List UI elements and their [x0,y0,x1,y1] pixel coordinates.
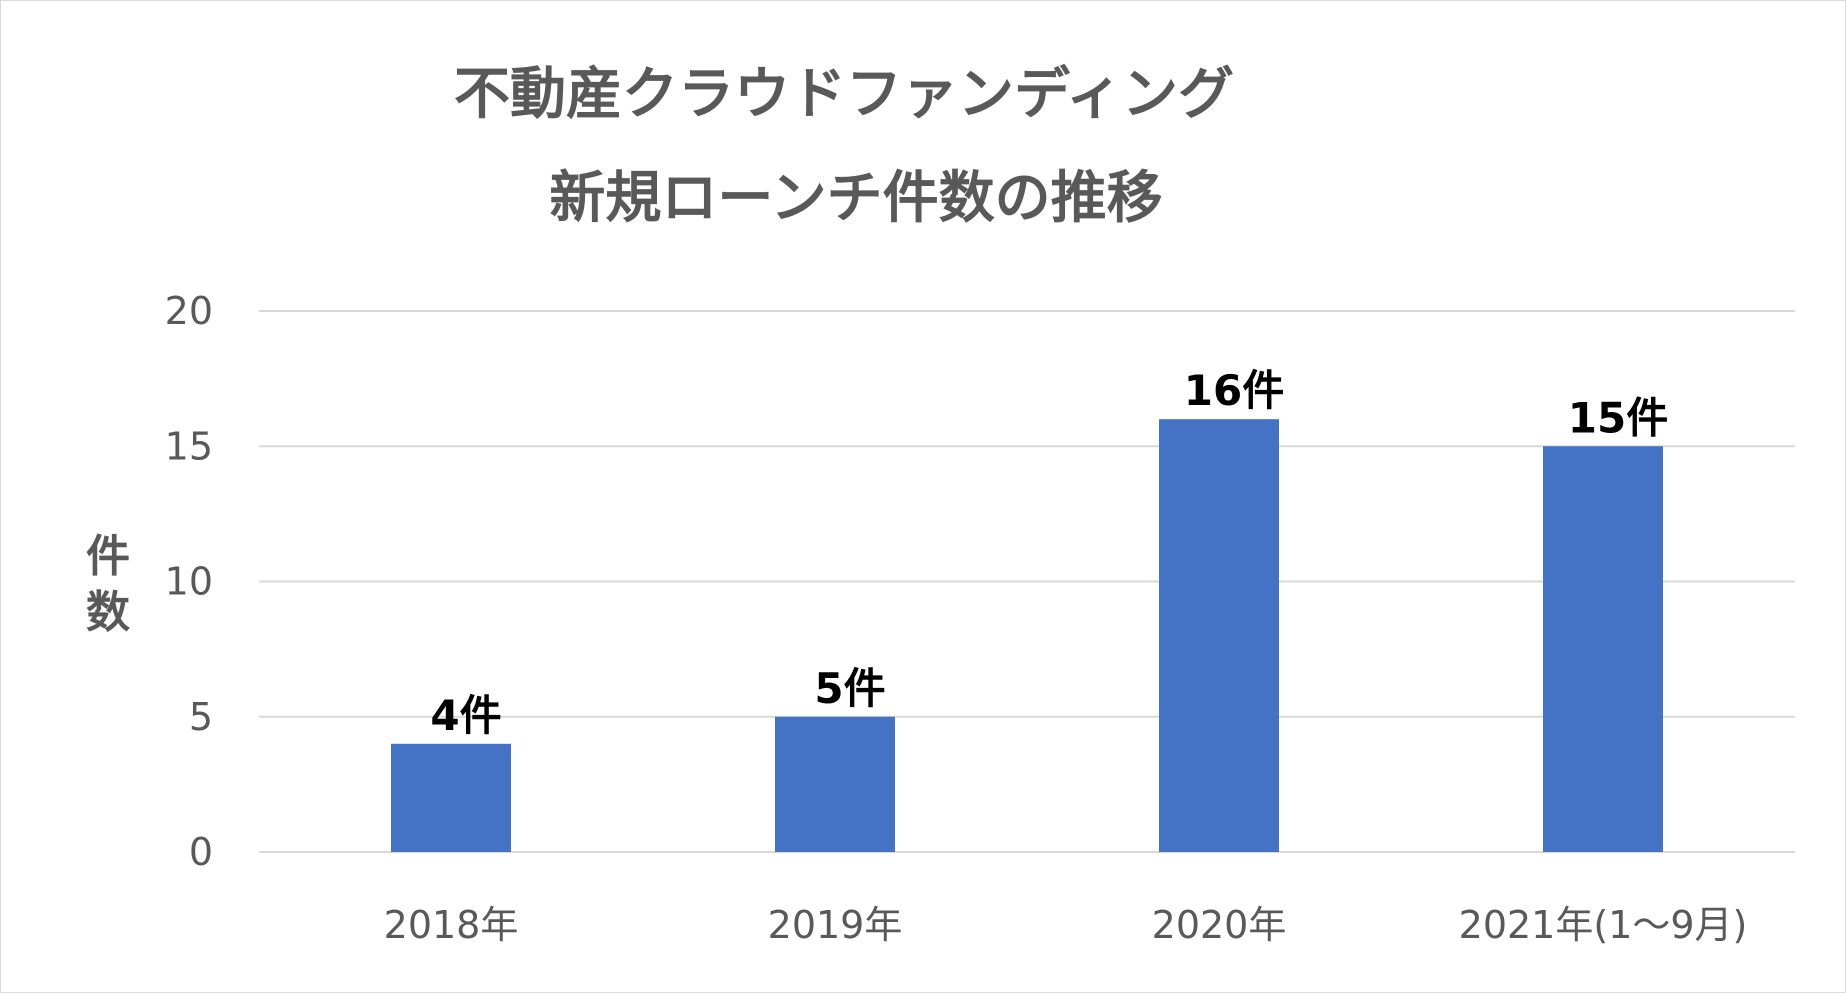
chart-title-line-2: 新規ローンチ件数の推移 [549,166,1162,231]
data-label: 16件 [1184,366,1284,415]
y-tick-label: 20 [165,289,213,333]
data-labels: 4件 5件 16件 15件 [430,366,1668,740]
y-tick-label: 10 [165,560,213,604]
data-label: 5件 [814,664,885,713]
bar [1159,419,1279,852]
y-tick-label: 0 [189,830,213,874]
data-label: 15件 [1568,393,1668,442]
x-tick-label: 2020年 [1152,903,1287,947]
gridlines [259,310,1795,853]
y-axis-label: 件数 [86,531,130,638]
bars [391,419,1663,852]
bar [775,716,895,852]
y-tick-label: 15 [165,424,213,468]
x-tick-label: 2021年(1～9月) [1459,903,1748,947]
y-tick-label: 5 [189,695,213,739]
bar [391,743,511,852]
y-axis-label-char: 数 [86,587,130,638]
y-axis-ticks: 0 5 10 15 20 [165,289,213,874]
bar [1543,446,1663,852]
y-axis-label-char: 件 [86,531,130,582]
x-tick-label: 2019年 [768,903,903,947]
x-tick-label: 2018年 [384,903,519,947]
x-axis-ticks: 2018年 2019年 2020年 2021年(1～9月) [384,903,1748,947]
data-label: 4件 [430,691,501,740]
chart-title-line-1: 不動産クラウドファンディング [454,62,1234,127]
